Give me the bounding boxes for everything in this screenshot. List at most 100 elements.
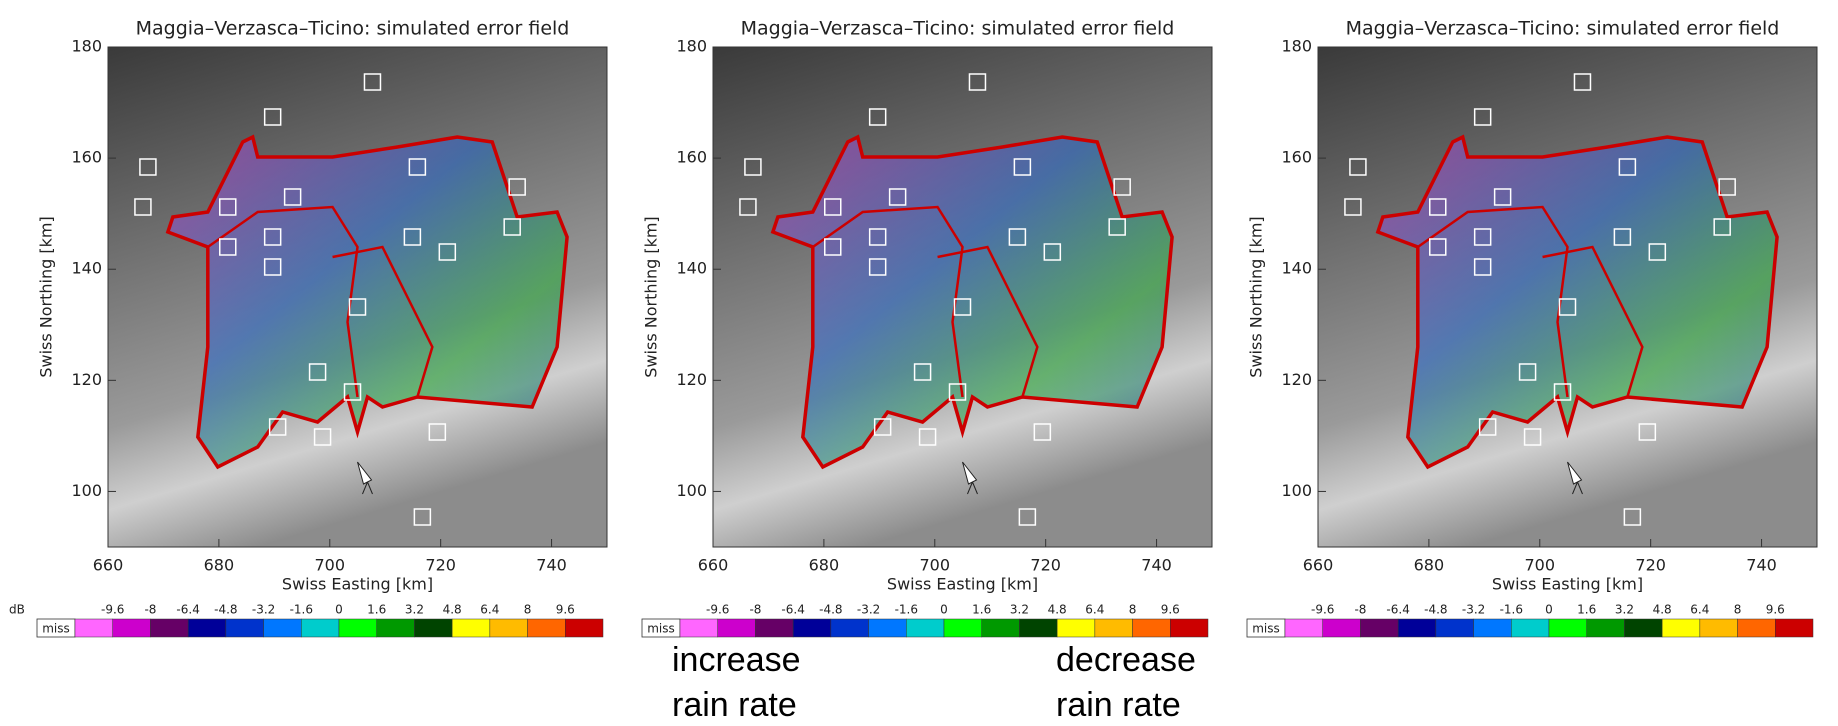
- y-tick-label: 100: [1281, 481, 1312, 500]
- colorbar-swatch: [1095, 619, 1133, 637]
- x-axis-label: Swiss Easting [km]: [1492, 575, 1643, 594]
- colorbar-swatch: [1057, 619, 1095, 637]
- panel-title: Maggia–Verzasca–Ticino: simulated error …: [136, 18, 570, 40]
- colorbar-tick-label: -9.6: [1311, 603, 1334, 617]
- colorbar-tick-label: -6.4: [781, 603, 804, 617]
- colorbar-tick-label: -4.8: [1424, 603, 1447, 617]
- colorbar-missing-label: miss: [1252, 622, 1280, 636]
- colorbar-swatch: [452, 619, 490, 637]
- colorbar-swatch: [1738, 619, 1776, 637]
- colorbar-tick-label: 0: [940, 603, 948, 617]
- y-tick-label: 180: [676, 37, 707, 56]
- y-tick-label: 120: [676, 370, 707, 389]
- x-tick-label: 720: [1635, 556, 1666, 575]
- x-tick-label: 680: [204, 556, 235, 575]
- colorbar-swatch: [1549, 619, 1587, 637]
- colorbar-tick-label: 3.2: [405, 603, 424, 617]
- colorbar-tick-label: 6.4: [1690, 603, 1709, 617]
- x-tick-label: 720: [1030, 556, 1061, 575]
- x-tick-label: 680: [809, 556, 840, 575]
- colorbar-missing-label: miss: [647, 622, 675, 636]
- colorbar-tick-label: 6.4: [1085, 603, 1104, 617]
- x-tick-label: 740: [1746, 556, 1777, 575]
- colorbar-swatch: [906, 619, 944, 637]
- colorbar-swatch: [528, 619, 566, 637]
- colorbar-unit: dB: [9, 603, 25, 617]
- colorbar-swatch: [1662, 619, 1700, 637]
- colorbar-swatch: [301, 619, 339, 637]
- colorbar-swatch: [1775, 619, 1813, 637]
- colorbar-swatch: [944, 619, 982, 637]
- x-tick-label: 740: [536, 556, 567, 575]
- colorbar-swatch: [1019, 619, 1057, 637]
- colorbar-tick-label: -4.8: [819, 603, 842, 617]
- colorbar-tick-label: 1.6: [1577, 603, 1596, 617]
- figure: Maggia–Verzasca–Ticino: simulated error …: [0, 0, 1838, 726]
- colorbar-swatch: [831, 619, 869, 637]
- colorbar-swatch: [1285, 619, 1323, 637]
- colorbar-tick-label: 4.8: [443, 603, 462, 617]
- colorbar-swatch: [1436, 619, 1474, 637]
- colorbar-tick-label: -6.4: [1386, 603, 1409, 617]
- colorbar-missing-label: miss: [42, 622, 70, 636]
- y-tick-label: 100: [676, 481, 707, 500]
- colorbar-tick-label: -9.6: [101, 603, 124, 617]
- x-tick-label: 700: [920, 556, 951, 575]
- colorbar-tick-label: 8: [1129, 603, 1137, 617]
- colorbar-swatch: [113, 619, 151, 637]
- colorbar-swatch: [188, 619, 226, 637]
- colorbar-swatch: [1323, 619, 1361, 637]
- colorbar-swatch: [1170, 619, 1208, 637]
- y-tick-label: 160: [1281, 148, 1312, 167]
- colorbar-swatch: [869, 619, 907, 637]
- colorbar-tick-label: 9.6: [556, 603, 575, 617]
- y-tick-label: 180: [1281, 37, 1312, 56]
- y-tick-label: 140: [71, 259, 102, 278]
- colorbar-swatch: [718, 619, 756, 637]
- colorbar-tick-label: -8: [749, 603, 761, 617]
- colorbar-swatch: [793, 619, 831, 637]
- y-tick-label: 180: [71, 37, 102, 56]
- colorbar-tick-label: 4.8: [1048, 603, 1067, 617]
- colorbar-swatch: [339, 619, 377, 637]
- colorbar-swatch: [1624, 619, 1662, 637]
- colorbar-tick-label: -9.6: [706, 603, 729, 617]
- colorbar-tick-label: -1.6: [290, 603, 313, 617]
- colorbar-tick-label: 0: [1545, 603, 1553, 617]
- colorbar-tick-label: 9.6: [1766, 603, 1785, 617]
- colorbar-swatch: [565, 619, 603, 637]
- y-tick-label: 140: [1281, 259, 1312, 278]
- colorbar-swatch: [226, 619, 264, 637]
- colorbar-tick-label: -3.2: [252, 603, 275, 617]
- colorbar-tick-label: -8: [1354, 603, 1366, 617]
- panel-title: Maggia–Verzasca–Ticino: simulated error …: [741, 18, 1175, 40]
- panel-title: Maggia–Verzasca–Ticino: simulated error …: [1346, 18, 1780, 40]
- colorbar-swatch: [264, 619, 302, 637]
- colorbar-tick-label: -1.6: [1500, 603, 1523, 617]
- colorbar-swatch: [1133, 619, 1171, 637]
- x-tick-label: 700: [1525, 556, 1556, 575]
- colorbar-tick-label: -3.2: [857, 603, 880, 617]
- colorbar-tick-label: 8: [524, 603, 532, 617]
- colorbar-swatch: [1587, 619, 1625, 637]
- colorbar-swatch: [982, 619, 1020, 637]
- annotation: decrease: [1056, 641, 1196, 679]
- colorbar-tick-label: 1.6: [367, 603, 386, 617]
- y-axis-label: Swiss Northing [km]: [37, 216, 56, 377]
- colorbar-tick-label: 4.8: [1653, 603, 1672, 617]
- colorbar-tick-label: 3.2: [1010, 603, 1029, 617]
- colorbar-swatch: [755, 619, 793, 637]
- x-tick-label: 660: [93, 556, 124, 575]
- colorbar-swatch: [150, 619, 188, 637]
- colorbar-swatch: [414, 619, 452, 637]
- colorbar-swatch: [1474, 619, 1512, 637]
- x-tick-label: 660: [698, 556, 729, 575]
- colorbar-tick-label: 0: [335, 603, 343, 617]
- y-tick-label: 160: [71, 148, 102, 167]
- y-tick-label: 120: [71, 370, 102, 389]
- x-axis-label: Swiss Easting [km]: [282, 575, 433, 594]
- colorbar-swatch: [680, 619, 718, 637]
- x-axis-label: Swiss Easting [km]: [887, 575, 1038, 594]
- colorbar-tick-label: 8: [1734, 603, 1742, 617]
- colorbar-swatch: [1398, 619, 1436, 637]
